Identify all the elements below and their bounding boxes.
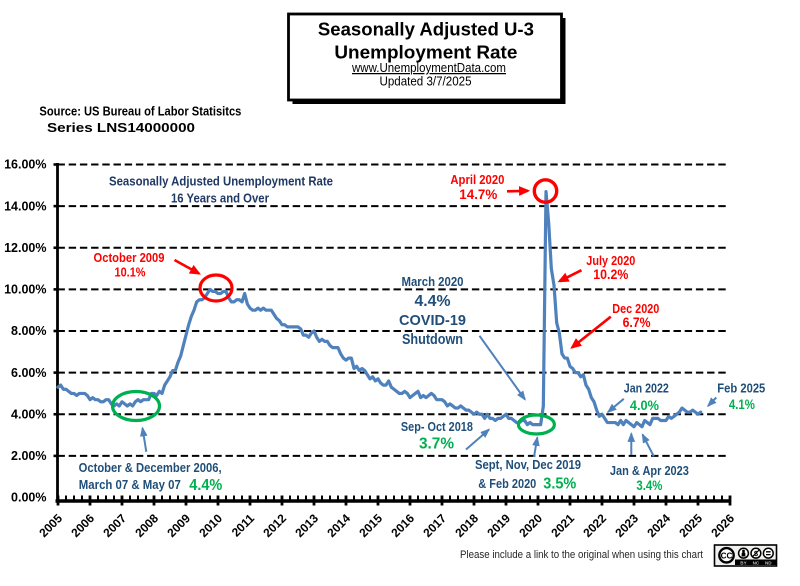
svg-text:0.00%: 0.00% [11, 491, 46, 505]
svg-text:10.2%: 10.2% [593, 267, 628, 282]
svg-text:4.0%: 4.0% [630, 397, 659, 413]
svg-text:4.4%: 4.4% [415, 293, 451, 310]
svg-text:BY: BY [740, 560, 746, 565]
svg-text:Series LNS14000000: Series LNS14000000 [47, 120, 195, 135]
svg-text:4.00%: 4.00% [11, 407, 46, 421]
svg-text:Please include a link to the o: Please include a link to the original wh… [460, 549, 703, 561]
svg-text:Shutdown: Shutdown [402, 332, 463, 348]
svg-text:March 07 & May 07: March 07 & May 07 [79, 477, 181, 492]
svg-text:3.7%: 3.7% [419, 436, 454, 453]
svg-text:4.1%: 4.1% [729, 396, 755, 412]
svg-text:Dec 2020: Dec 2020 [612, 301, 659, 316]
svg-text:July 2020: July 2020 [586, 253, 635, 268]
svg-text:10.00%: 10.00% [4, 283, 46, 297]
svg-text:12.00%: 12.00% [4, 241, 46, 255]
svg-text:April 2020: April 2020 [450, 172, 504, 187]
svg-text:Jan 2022: Jan 2022 [624, 381, 669, 396]
svg-text:Updated 3/7/2025: Updated 3/7/2025 [380, 75, 472, 89]
svg-text:October 2009: October 2009 [94, 250, 165, 265]
svg-text:Seasonally Adjusted Unemployme: Seasonally Adjusted Unemployment Rate [109, 174, 333, 189]
svg-text:16.00%: 16.00% [4, 158, 46, 172]
svg-text:COVID-19: COVID-19 [399, 312, 466, 329]
svg-text:CC: CC [721, 551, 733, 560]
svg-text:Unemployment Rate: Unemployment Rate [334, 43, 517, 63]
svg-text:Feb 2025: Feb 2025 [717, 381, 765, 396]
svg-text:10.1%: 10.1% [115, 265, 146, 280]
svg-text:Source: US Bureau of Labor S: Source: US Bureau of Labor Statisitcs [39, 104, 241, 119]
svg-text:October & December 2006,: October & December 2006, [79, 460, 222, 475]
svg-text:Jan & Apr 2023: Jan & Apr 2023 [610, 463, 689, 478]
svg-text:14.7%: 14.7% [459, 187, 497, 202]
svg-text:March 2020: March 2020 [402, 274, 464, 289]
svg-text:6.00%: 6.00% [11, 366, 46, 380]
svg-text:8.00%: 8.00% [11, 324, 46, 338]
svg-text:3.5%: 3.5% [543, 476, 576, 493]
svg-text:& Feb 2020: & Feb 2020 [478, 476, 536, 491]
svg-text:Sept, Nov, Dec 2019: Sept, Nov, Dec 2019 [475, 457, 581, 472]
svg-text:2.00%: 2.00% [11, 449, 46, 463]
svg-text:$: $ [754, 549, 759, 558]
svg-text:14.00%: 14.00% [4, 199, 46, 213]
svg-text:4.4%: 4.4% [189, 477, 222, 494]
svg-text:ND: ND [765, 560, 772, 565]
svg-text:Sep- Oct 2018: Sep- Oct 2018 [401, 419, 473, 434]
svg-text:16 Years and Over: 16 Years and Over [171, 191, 269, 206]
svg-text:NC: NC [753, 560, 760, 565]
svg-text:6.7%: 6.7% [623, 315, 651, 330]
svg-text:Seasonally Adjusted U-3: Seasonally Adjusted U-3 [318, 20, 534, 40]
svg-text:www.UnemploymentData.com: www.UnemploymentData.com [351, 61, 506, 75]
svg-text:3.4%: 3.4% [636, 477, 662, 493]
